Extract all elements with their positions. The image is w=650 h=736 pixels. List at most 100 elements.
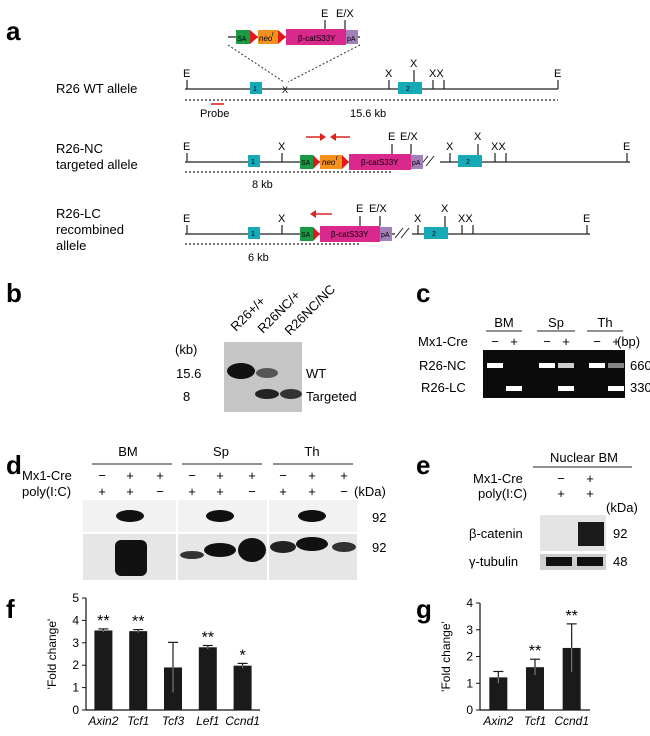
loxp-arrow [278, 30, 286, 44]
svg-text:Nuclear BM: Nuclear BM [550, 450, 618, 465]
y-tick-label: 1 [466, 676, 473, 690]
panel-f-letter: f [6, 594, 15, 624]
svg-text:X: X [414, 213, 422, 225]
bcat-box [286, 29, 346, 45]
sa-box [236, 30, 250, 44]
svg-text:(kDa): (kDa) [354, 484, 386, 499]
category-label: Tcf1 [524, 714, 546, 728]
svg-text:15.6: 15.6 [176, 366, 201, 381]
polyic-sign: + [126, 484, 134, 499]
svg-text:92: 92 [372, 540, 386, 555]
svg-text:2: 2 [432, 231, 436, 238]
loxp-arrow [250, 30, 258, 44]
mx1cre-sign: + [340, 468, 348, 483]
exon1 [250, 82, 262, 94]
svg-text:Mx1-Cre: Mx1-Cre [418, 334, 468, 349]
svg-text:R26-LC: R26-LC [421, 380, 466, 395]
mx1cre-sign: + [308, 468, 316, 483]
svg-text:recombined: recombined [56, 222, 124, 237]
svg-text:6 kb: 6 kb [248, 252, 269, 264]
svg-text:Targeted: Targeted [306, 389, 357, 404]
svg-text:(bp): (bp) [617, 334, 640, 349]
mx1cre-sign: + [126, 468, 134, 483]
svg-text:R26-NC: R26-NC [56, 141, 103, 156]
panel-g-letter: g [416, 594, 432, 624]
svg-text:XX: XX [491, 141, 506, 153]
polyic-sign: + [188, 484, 196, 499]
exon2 [424, 227, 448, 239]
mx1cre-sign: + [510, 334, 518, 349]
svg-text:X: X [441, 203, 449, 215]
category-label: Ccnd1 [225, 714, 260, 728]
significance-label: ** [97, 613, 109, 630]
category-label: Axin2 [87, 714, 118, 728]
svg-text:WT: WT [306, 366, 326, 381]
svg-text:allele: allele [56, 238, 86, 253]
polyic-sign: + [557, 486, 565, 501]
svg-text:E/X: E/X [369, 203, 387, 215]
blot-band [298, 510, 326, 522]
significance-label: ** [529, 643, 541, 660]
pcr-band-660 [558, 363, 574, 368]
svg-text:X: X [278, 141, 286, 153]
mx1cre-sign: + [216, 468, 224, 483]
y-tick-label: 4 [72, 613, 79, 627]
svg-text:β-catS33Y: β-catS33Y [331, 230, 369, 239]
svg-text:Mx1-Cre: Mx1-Cre [473, 471, 523, 486]
svg-text:neo: neo [259, 34, 273, 43]
svg-text:R26 WT allele: R26 WT allele [56, 81, 137, 96]
y-tick-label: 0 [466, 703, 473, 717]
svg-text:Mx1-Cre: Mx1-Cre [22, 468, 72, 483]
pcr-band-660 [589, 363, 605, 368]
svg-text:2: 2 [466, 159, 470, 166]
polyic-sign: + [216, 484, 224, 499]
svg-text:neo: neo [322, 158, 336, 167]
svg-text:pA: pA [412, 160, 421, 167]
svg-text:SA: SA [301, 160, 311, 167]
y-axis-label: 'Fold change' [45, 619, 59, 690]
svg-text:X: X [446, 141, 454, 153]
blot-band [204, 543, 236, 557]
mx1cre-sign: − [98, 468, 106, 483]
svg-text:92: 92 [613, 526, 627, 541]
mx1cre-sign: + [156, 468, 164, 483]
polyic-sign: − [156, 484, 164, 499]
svg-text:β-catS33Y: β-catS33Y [361, 158, 399, 167]
polyic-sign: + [308, 484, 316, 499]
svg-text:E: E [356, 203, 363, 215]
svg-text:E: E [554, 68, 561, 80]
y-tick-label: 2 [72, 658, 79, 672]
svg-text:pA: pA [381, 232, 390, 239]
mx1cre-sign: + [562, 334, 570, 349]
svg-text:(kb): (kb) [175, 342, 197, 357]
svg-text:E: E [183, 213, 190, 225]
svg-text:Th: Th [597, 315, 612, 330]
svg-text:(kDa): (kDa) [606, 500, 638, 515]
panel-c: BM Sp Th Mx1-Cre (bp) R26-NC R26-LC 660 … [418, 315, 650, 398]
svg-text:Probe: Probe [200, 108, 229, 120]
bar [562, 647, 581, 710]
svg-text:15.6 kb: 15.6 kb [350, 108, 386, 120]
category-label: Tcf3 [162, 714, 185, 728]
blot-band [332, 542, 356, 552]
pcr-band-330 [608, 386, 624, 391]
svg-text:poly(I:C): poly(I:C) [22, 484, 71, 499]
polyic-sign: + [586, 486, 594, 501]
svg-text:r: r [272, 32, 274, 38]
panel-d: BM Sp Th Mx1-Cre poly(I:C) (kDa) 92 92 −… [22, 444, 386, 580]
svg-text:γ-tubulin: γ-tubulin [469, 554, 518, 569]
svg-text:48: 48 [613, 554, 627, 569]
blot-band [206, 510, 234, 522]
y-tick-label: 3 [72, 636, 79, 650]
polyic-sign: + [279, 484, 287, 499]
svg-text:β-catenin: β-catenin [469, 526, 523, 541]
blot-band [116, 510, 144, 522]
blot-band [296, 537, 328, 551]
bar [94, 630, 113, 710]
category-label: Lef1 [196, 714, 219, 728]
svg-text:poly(I:C): poly(I:C) [478, 486, 527, 501]
svg-text:8: 8 [183, 389, 190, 404]
blot-band [270, 541, 296, 553]
pcr-gel [483, 350, 625, 398]
